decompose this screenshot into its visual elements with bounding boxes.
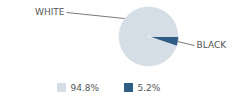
svg-text:WHITE: WHITE: [35, 7, 65, 17]
svg-text:BLACK: BLACK: [197, 40, 228, 50]
svg-text:5.2%: 5.2%: [138, 83, 161, 93]
svg-text:94.8%: 94.8%: [71, 83, 100, 93]
